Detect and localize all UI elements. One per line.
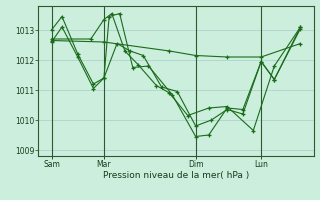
X-axis label: Pression niveau de la mer( hPa ): Pression niveau de la mer( hPa ) (103, 171, 249, 180)
